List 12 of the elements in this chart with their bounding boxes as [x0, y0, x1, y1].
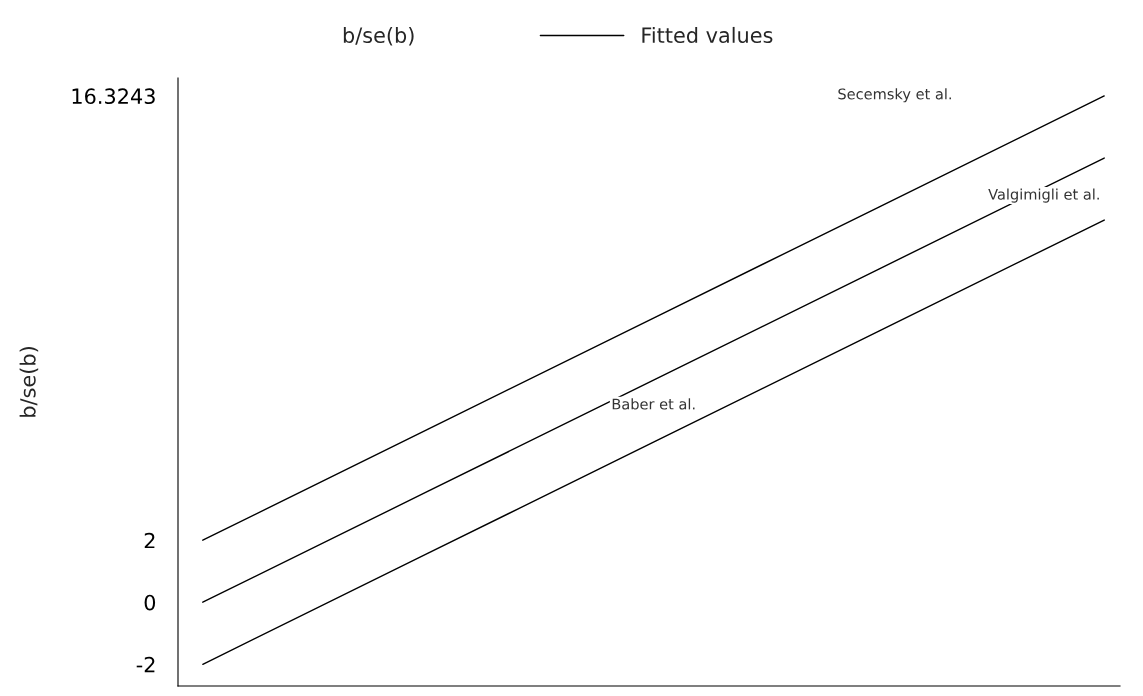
legend-label: Fitted values [642, 26, 773, 44]
y-tick-label: 16.3243 [72, 88, 155, 105]
y-tick-label: 2 [144, 532, 155, 549]
annotation: Baber et al. [612, 398, 695, 410]
y-axis-title: b/se(b) [19, 347, 39, 417]
text: b/se(b) [343, 26, 414, 46]
y-tick-label: -2 [136, 656, 155, 673]
y-tick-label: 0 [144, 594, 156, 611]
line-series [202, 219, 1105, 665]
annotation: Secemsky et al. [838, 88, 951, 103]
line-series [202, 157, 1105, 603]
annotation: Valgimigli et al. [988, 188, 1099, 203]
